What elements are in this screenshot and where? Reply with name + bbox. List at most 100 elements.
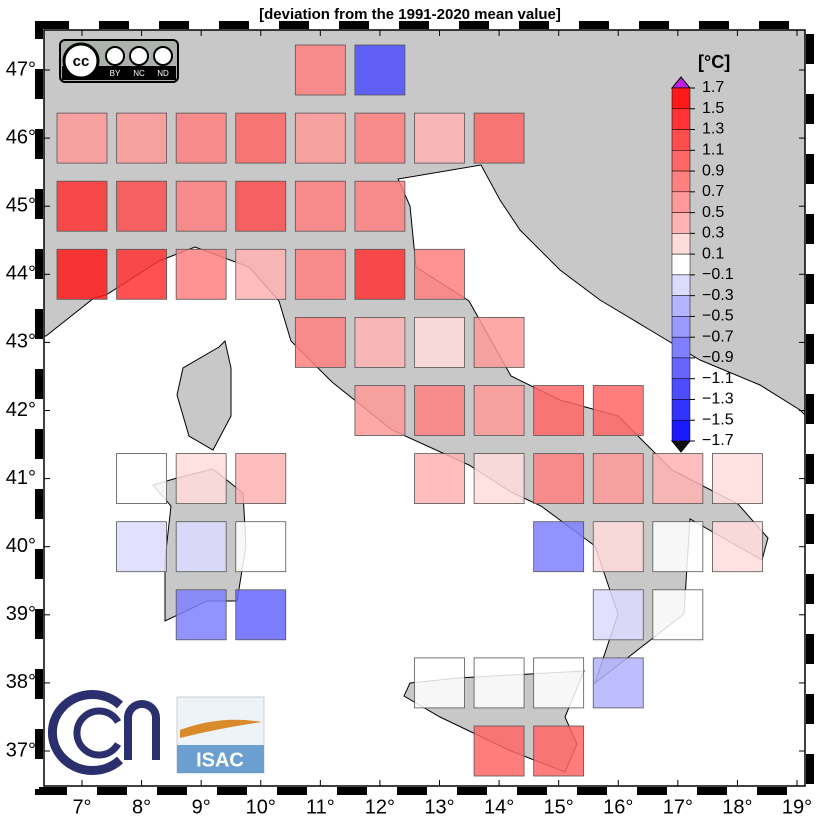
frame [43,29,806,787]
isac-logo: ISAC [176,696,265,774]
colorbar-label: 0.5 [702,204,724,221]
colorbar-band [671,191,691,213]
x-tick-label: 15° [544,796,574,818]
cnr-arc-inner [73,707,122,759]
x-tick-label: 12° [365,796,395,818]
corsica [176,340,232,451]
grid-cell [175,589,227,641]
x-tick-label: 16° [603,796,633,818]
colorbar-band [671,295,691,317]
x-tick-label: 9° [192,796,211,818]
colorbar-band [671,233,691,255]
grid-cell [652,589,704,641]
grid-cell [294,112,346,164]
grid-cell [414,657,465,709]
colorbar-band [671,253,691,276]
colorbar-label: 0.9 [702,162,724,179]
colorbar-label: 1.7 [702,79,724,96]
cc-circle [62,42,100,80]
grid-cell [235,589,287,641]
cnr-logo [47,690,172,775]
grid-cell [473,316,525,368]
y-tick-label: 38° [6,671,36,693]
colorbar-label: −1.1 [702,370,734,387]
colorbar-label: −0.9 [702,349,734,366]
license-nd: ND [157,69,169,78]
grid-cell [473,657,525,709]
grid-cell [354,112,406,164]
frame-dash [35,21,814,795]
colorbar-label: 1.3 [702,121,724,138]
colorbar-band [671,150,691,172]
colorbar-label: −1.7 [702,432,734,449]
colorbar-label: −1.3 [702,391,734,408]
grid-cell [175,248,227,300]
colorbar-band [671,129,691,151]
grid-cell [116,521,167,573]
colorbar-band [671,419,691,442]
grid-cell [592,453,644,505]
colorbar-band [671,170,691,193]
grid-cell [294,180,346,232]
cnr-n [124,700,160,760]
grid-cell [354,180,406,232]
y-tick-label: 43° [6,331,36,353]
colorbar-label: −0.3 [702,287,734,304]
grid-cell [592,521,644,573]
grid-cell [533,725,585,777]
grid-cell [294,248,346,300]
colorbar-label: −0.5 [702,308,734,325]
cnr-arc [47,690,124,775]
colorbar-band [671,87,691,110]
isac-band [177,745,264,773]
cc-badge: cc BY NC ND [59,39,179,83]
grid-cell [533,657,585,709]
colorbar-band [671,357,691,379]
grid-cell [116,453,167,505]
grid-cell [533,385,585,436]
grid-cell [712,453,763,505]
y-tick-label: 45° [6,194,36,216]
grid-cell [235,453,287,505]
x-tick-label: 19° [782,796,812,818]
y-tick-label: 47° [6,58,36,80]
grid-cell [592,657,644,709]
x-tick-label: 17° [663,796,693,818]
axes: 7° 8° 9° 10° 11° 12° 13° 14° 15° 16° 17° 18° 19° 47° 4… [6,30,812,818]
grid-cell [175,453,227,505]
colorbar-label: 0.3 [702,225,724,242]
by-icon [105,46,125,66]
colorbar-band [671,378,691,400]
y-tick-label: 37° [6,739,36,761]
grid-cell [712,521,763,573]
grid-cell [354,44,406,96]
nc-icon [129,46,149,66]
y-tick-label: 39° [6,603,36,625]
nd-icon [153,46,173,66]
grid-cell [235,521,287,573]
license-nc: NC [133,69,145,78]
grid-cell [56,180,108,232]
grid-cell [175,112,227,164]
x-tick-label: 10° [246,796,276,818]
colorbar-label: −1.5 [702,411,734,428]
grid-cell [592,385,644,436]
colorbar-band [671,336,691,359]
colorbar-label: −0.7 [702,328,734,345]
grid-cell [56,112,108,164]
grid-cell [235,112,287,164]
grid-cell [354,385,406,436]
colorbar-band [671,212,691,234]
x-tick-label: 13° [424,796,454,818]
colorbar: [°C] 1.7 1.5 1.3 1.1 0.9 0.7 0.5 0.3 0.1 −0.1 −0.3… [670,52,734,453]
isac-text: ISAC [196,749,244,771]
grid-cell [116,180,167,232]
x-tick-label: 7° [72,796,91,818]
cells-layer [56,44,763,777]
grid-cell [414,316,465,368]
grid-cell [592,589,644,641]
grid-cell [652,521,704,573]
y-tick-label: 40° [6,535,36,557]
grid-cell [116,112,167,164]
